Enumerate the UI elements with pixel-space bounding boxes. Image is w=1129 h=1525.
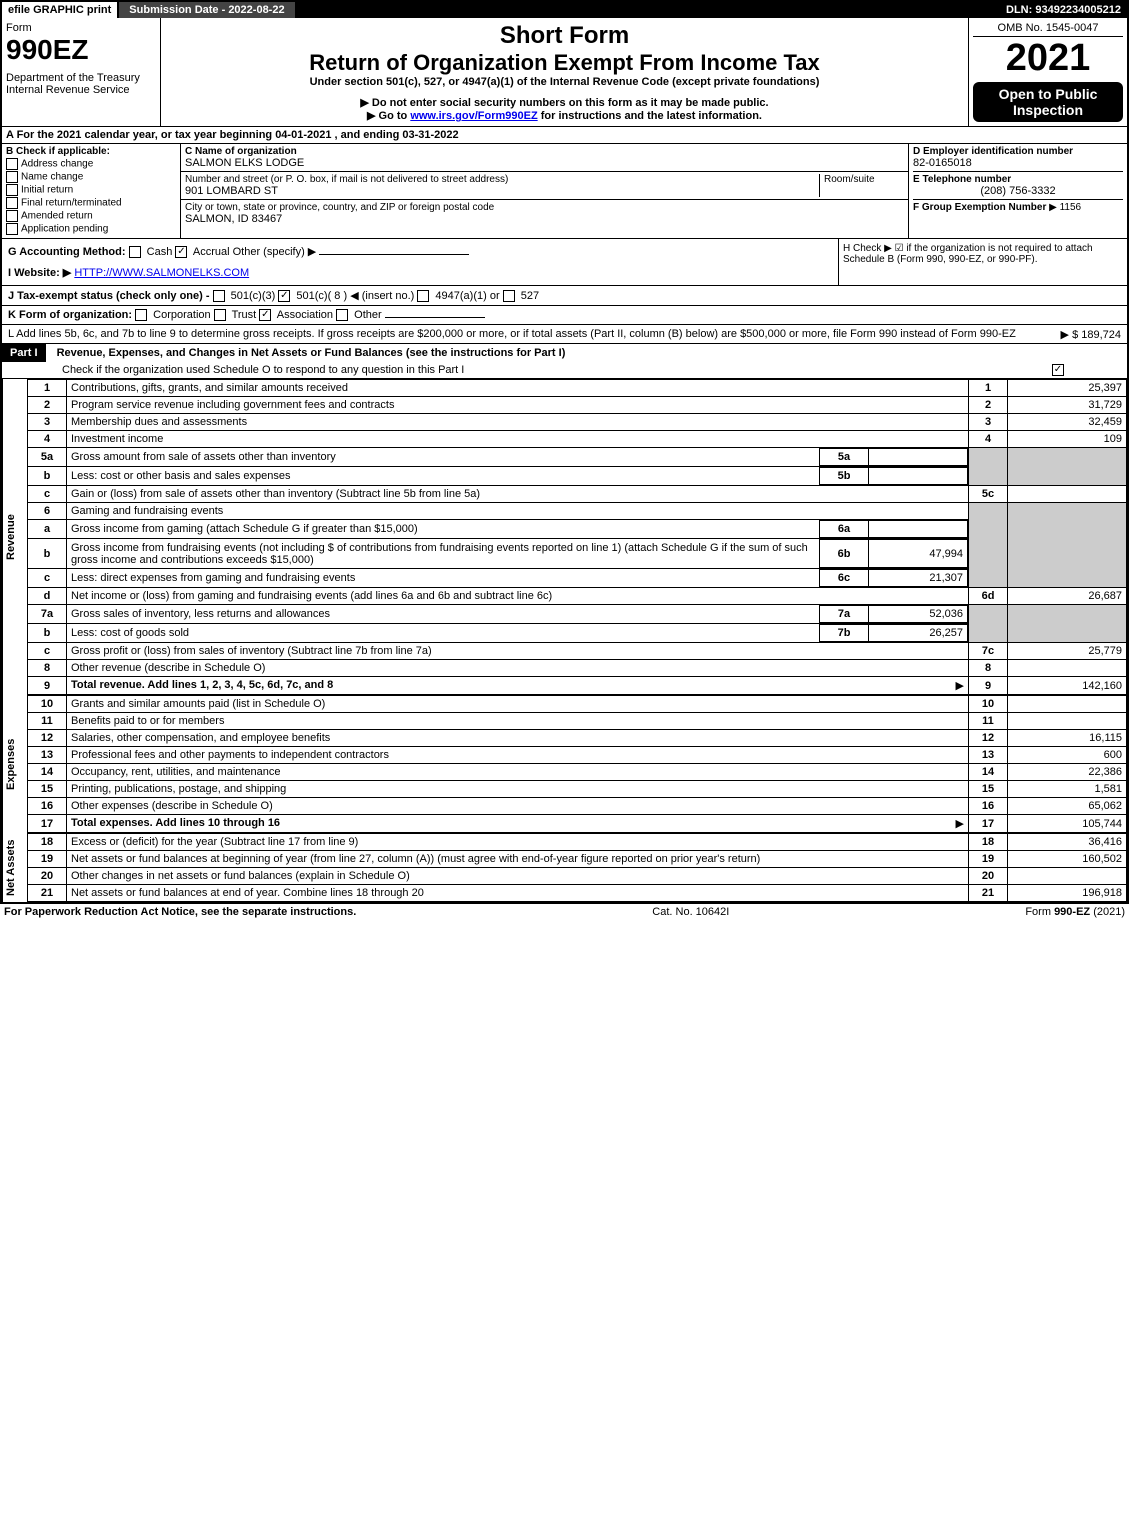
revenue-section: Revenue 1Contributions, gifts, grants, a… bbox=[2, 379, 1127, 695]
header-row: Form 990EZ Department of the Treasury In… bbox=[2, 18, 1127, 127]
line2-amount: 31,729 bbox=[1008, 397, 1127, 414]
section-k: K Form of organization: Corporation Trus… bbox=[2, 306, 1127, 325]
check-pending[interactable]: Application pending bbox=[6, 223, 176, 235]
goto-link[interactable]: ▶ Go to www.irs.gov/Form990EZ for instru… bbox=[165, 109, 964, 122]
accounting-label: G Accounting Method: bbox=[8, 246, 126, 258]
section-b: B Check if applicable: Address change Na… bbox=[2, 144, 181, 238]
section-d: D Employer identification number 82-0165… bbox=[908, 144, 1127, 238]
section-l: L Add lines 5b, 6c, and 7b to line 9 to … bbox=[2, 325, 1127, 344]
line12-amount: 16,115 bbox=[1008, 730, 1127, 747]
tel-value: (208) 756-3332 bbox=[913, 185, 1123, 197]
form-ref: Form 990-EZ (2021) bbox=[1025, 906, 1125, 918]
omb-number: OMB No. 1545-0047 bbox=[973, 22, 1123, 37]
line7c-amount: 25,779 bbox=[1008, 643, 1127, 660]
schedule-o-checkbox[interactable] bbox=[1052, 364, 1064, 376]
form-container: efile GRAPHIC print Submission Date - 20… bbox=[0, 0, 1129, 904]
dln: DLN: 93492234005212 bbox=[1000, 2, 1127, 18]
irs-label: Internal Revenue Service bbox=[6, 84, 156, 96]
check-address[interactable]: Address change bbox=[6, 158, 176, 170]
header-right: OMB No. 1545-0047 2021 Open to Public In… bbox=[968, 18, 1127, 126]
cat-number: Cat. No. 10642I bbox=[652, 906, 729, 918]
expenses-section: Expenses 10Grants and similar amounts pa… bbox=[2, 695, 1127, 833]
footer: For Paperwork Reduction Act Notice, see … bbox=[0, 904, 1129, 920]
line7a-amount: 52,036 bbox=[869, 606, 968, 623]
website-label: I Website: ▶ bbox=[8, 267, 71, 279]
line19-amount: 160,502 bbox=[1008, 851, 1127, 868]
website-link[interactable]: HTTP://WWW.SALMONELKS.COM bbox=[74, 267, 249, 279]
section-c: C Name of organization SALMON ELKS LODGE… bbox=[181, 144, 908, 238]
part1-label: Part I bbox=[2, 344, 46, 362]
section-j: J Tax-exempt status (check only one) - 5… bbox=[2, 286, 1127, 306]
revenue-vertical-label: Revenue bbox=[2, 379, 27, 695]
efile-label: efile GRAPHIC print bbox=[2, 2, 119, 18]
short-form-title: Short Form bbox=[165, 22, 964, 50]
line21-amount: 196,918 bbox=[1008, 885, 1127, 902]
expenses-vertical-label: Expenses bbox=[2, 695, 27, 833]
check-name[interactable]: Name change bbox=[6, 171, 176, 183]
line4-amount: 109 bbox=[1008, 431, 1127, 448]
line17-amount: 105,744 bbox=[1008, 815, 1127, 833]
open-public-box: Open to Public Inspection bbox=[973, 82, 1123, 122]
line16-amount: 65,062 bbox=[1008, 798, 1127, 815]
header-left: Form 990EZ Department of the Treasury In… bbox=[2, 18, 161, 126]
tax-year: 2021 bbox=[973, 37, 1123, 80]
check-initial[interactable]: Initial return bbox=[6, 184, 176, 196]
group-label: F Group Exemption Number bbox=[913, 202, 1046, 213]
ein-label: D Employer identification number bbox=[913, 146, 1123, 157]
irs-link[interactable]: www.irs.gov/Form990EZ bbox=[410, 110, 537, 122]
line6c-amount: 21,307 bbox=[869, 570, 968, 587]
submission-date: Submission Date - 2022-08-22 bbox=[119, 2, 296, 18]
org-name: SALMON ELKS LODGE bbox=[185, 157, 904, 169]
ein-value: 82-0165018 bbox=[913, 157, 1123, 169]
line13-amount: 600 bbox=[1008, 747, 1127, 764]
paperwork-notice: For Paperwork Reduction Act Notice, see … bbox=[4, 906, 356, 918]
cash-checkbox[interactable] bbox=[129, 246, 141, 258]
line14-amount: 22,386 bbox=[1008, 764, 1127, 781]
section-b-label: B Check if applicable: bbox=[6, 146, 176, 157]
line6d-amount: 26,687 bbox=[1008, 588, 1127, 605]
form-number: 990EZ bbox=[6, 34, 156, 66]
gross-receipts-amount: ▶ $ 189,724 bbox=[1061, 328, 1121, 341]
line1-amount: 25,397 bbox=[1008, 380, 1127, 397]
no-ssn-note: ▶ Do not enter social security numbers o… bbox=[165, 96, 964, 109]
city-state-zip: SALMON, ID 83467 bbox=[185, 213, 904, 225]
section-gh-row: G Accounting Method: Cash Accrual Other … bbox=[2, 239, 1127, 286]
main-title: Return of Organization Exempt From Incom… bbox=[165, 50, 964, 76]
org-name-label: C Name of organization bbox=[185, 146, 904, 157]
room-suite-label: Room/suite bbox=[819, 174, 904, 197]
line6b-amount: 47,994 bbox=[869, 540, 968, 568]
line3-amount: 32,459 bbox=[1008, 414, 1127, 431]
part1-header-row: Part I Revenue, Expenses, and Changes in… bbox=[2, 344, 1127, 379]
line9-amount: 142,160 bbox=[1008, 677, 1127, 695]
check-amended[interactable]: Amended return bbox=[6, 210, 176, 222]
accrual-checkbox[interactable] bbox=[175, 246, 187, 258]
city-label: City or town, state or province, country… bbox=[185, 202, 904, 213]
check-final[interactable]: Final return/terminated bbox=[6, 197, 176, 209]
under-section: Under section 501(c), 527, or 4947(a)(1)… bbox=[165, 76, 964, 88]
line15-amount: 1,581 bbox=[1008, 781, 1127, 798]
netassets-vertical-label: Net Assets bbox=[2, 833, 27, 902]
section-bcd-row: B Check if applicable: Address change Na… bbox=[2, 144, 1127, 239]
section-a: A For the 2021 calendar year, or tax yea… bbox=[2, 127, 1127, 144]
part1-check-text: Check if the organization used Schedule … bbox=[62, 364, 464, 376]
tel-label: E Telephone number bbox=[913, 171, 1123, 185]
dept-treasury: Department of the Treasury bbox=[6, 72, 156, 84]
street-address: 901 LOMBARD ST bbox=[185, 185, 819, 197]
line7b-amount: 26,257 bbox=[869, 625, 968, 642]
group-number: ▶ 1156 bbox=[1049, 202, 1081, 213]
top-bar: efile GRAPHIC print Submission Date - 20… bbox=[2, 2, 1127, 18]
street-label: Number and street (or P. O. box, if mail… bbox=[185, 174, 819, 185]
section-h: H Check ▶ ☑ if the organization is not r… bbox=[838, 239, 1127, 285]
netassets-section: Net Assets 18Excess or (deficit) for the… bbox=[2, 833, 1127, 902]
line18-amount: 36,416 bbox=[1008, 834, 1127, 851]
form-word: Form bbox=[6, 22, 156, 34]
header-center: Short Form Return of Organization Exempt… bbox=[161, 18, 968, 126]
part1-title: Revenue, Expenses, and Changes in Net As… bbox=[49, 347, 566, 359]
